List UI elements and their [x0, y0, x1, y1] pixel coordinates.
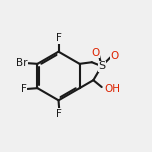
- Text: O: O: [110, 51, 119, 61]
- Text: Br: Br: [16, 58, 27, 68]
- Text: OH: OH: [104, 84, 120, 94]
- Text: F: F: [21, 84, 27, 94]
- Text: F: F: [56, 33, 61, 43]
- Text: S: S: [98, 61, 105, 71]
- Text: O: O: [91, 48, 99, 58]
- Text: F: F: [56, 109, 62, 119]
